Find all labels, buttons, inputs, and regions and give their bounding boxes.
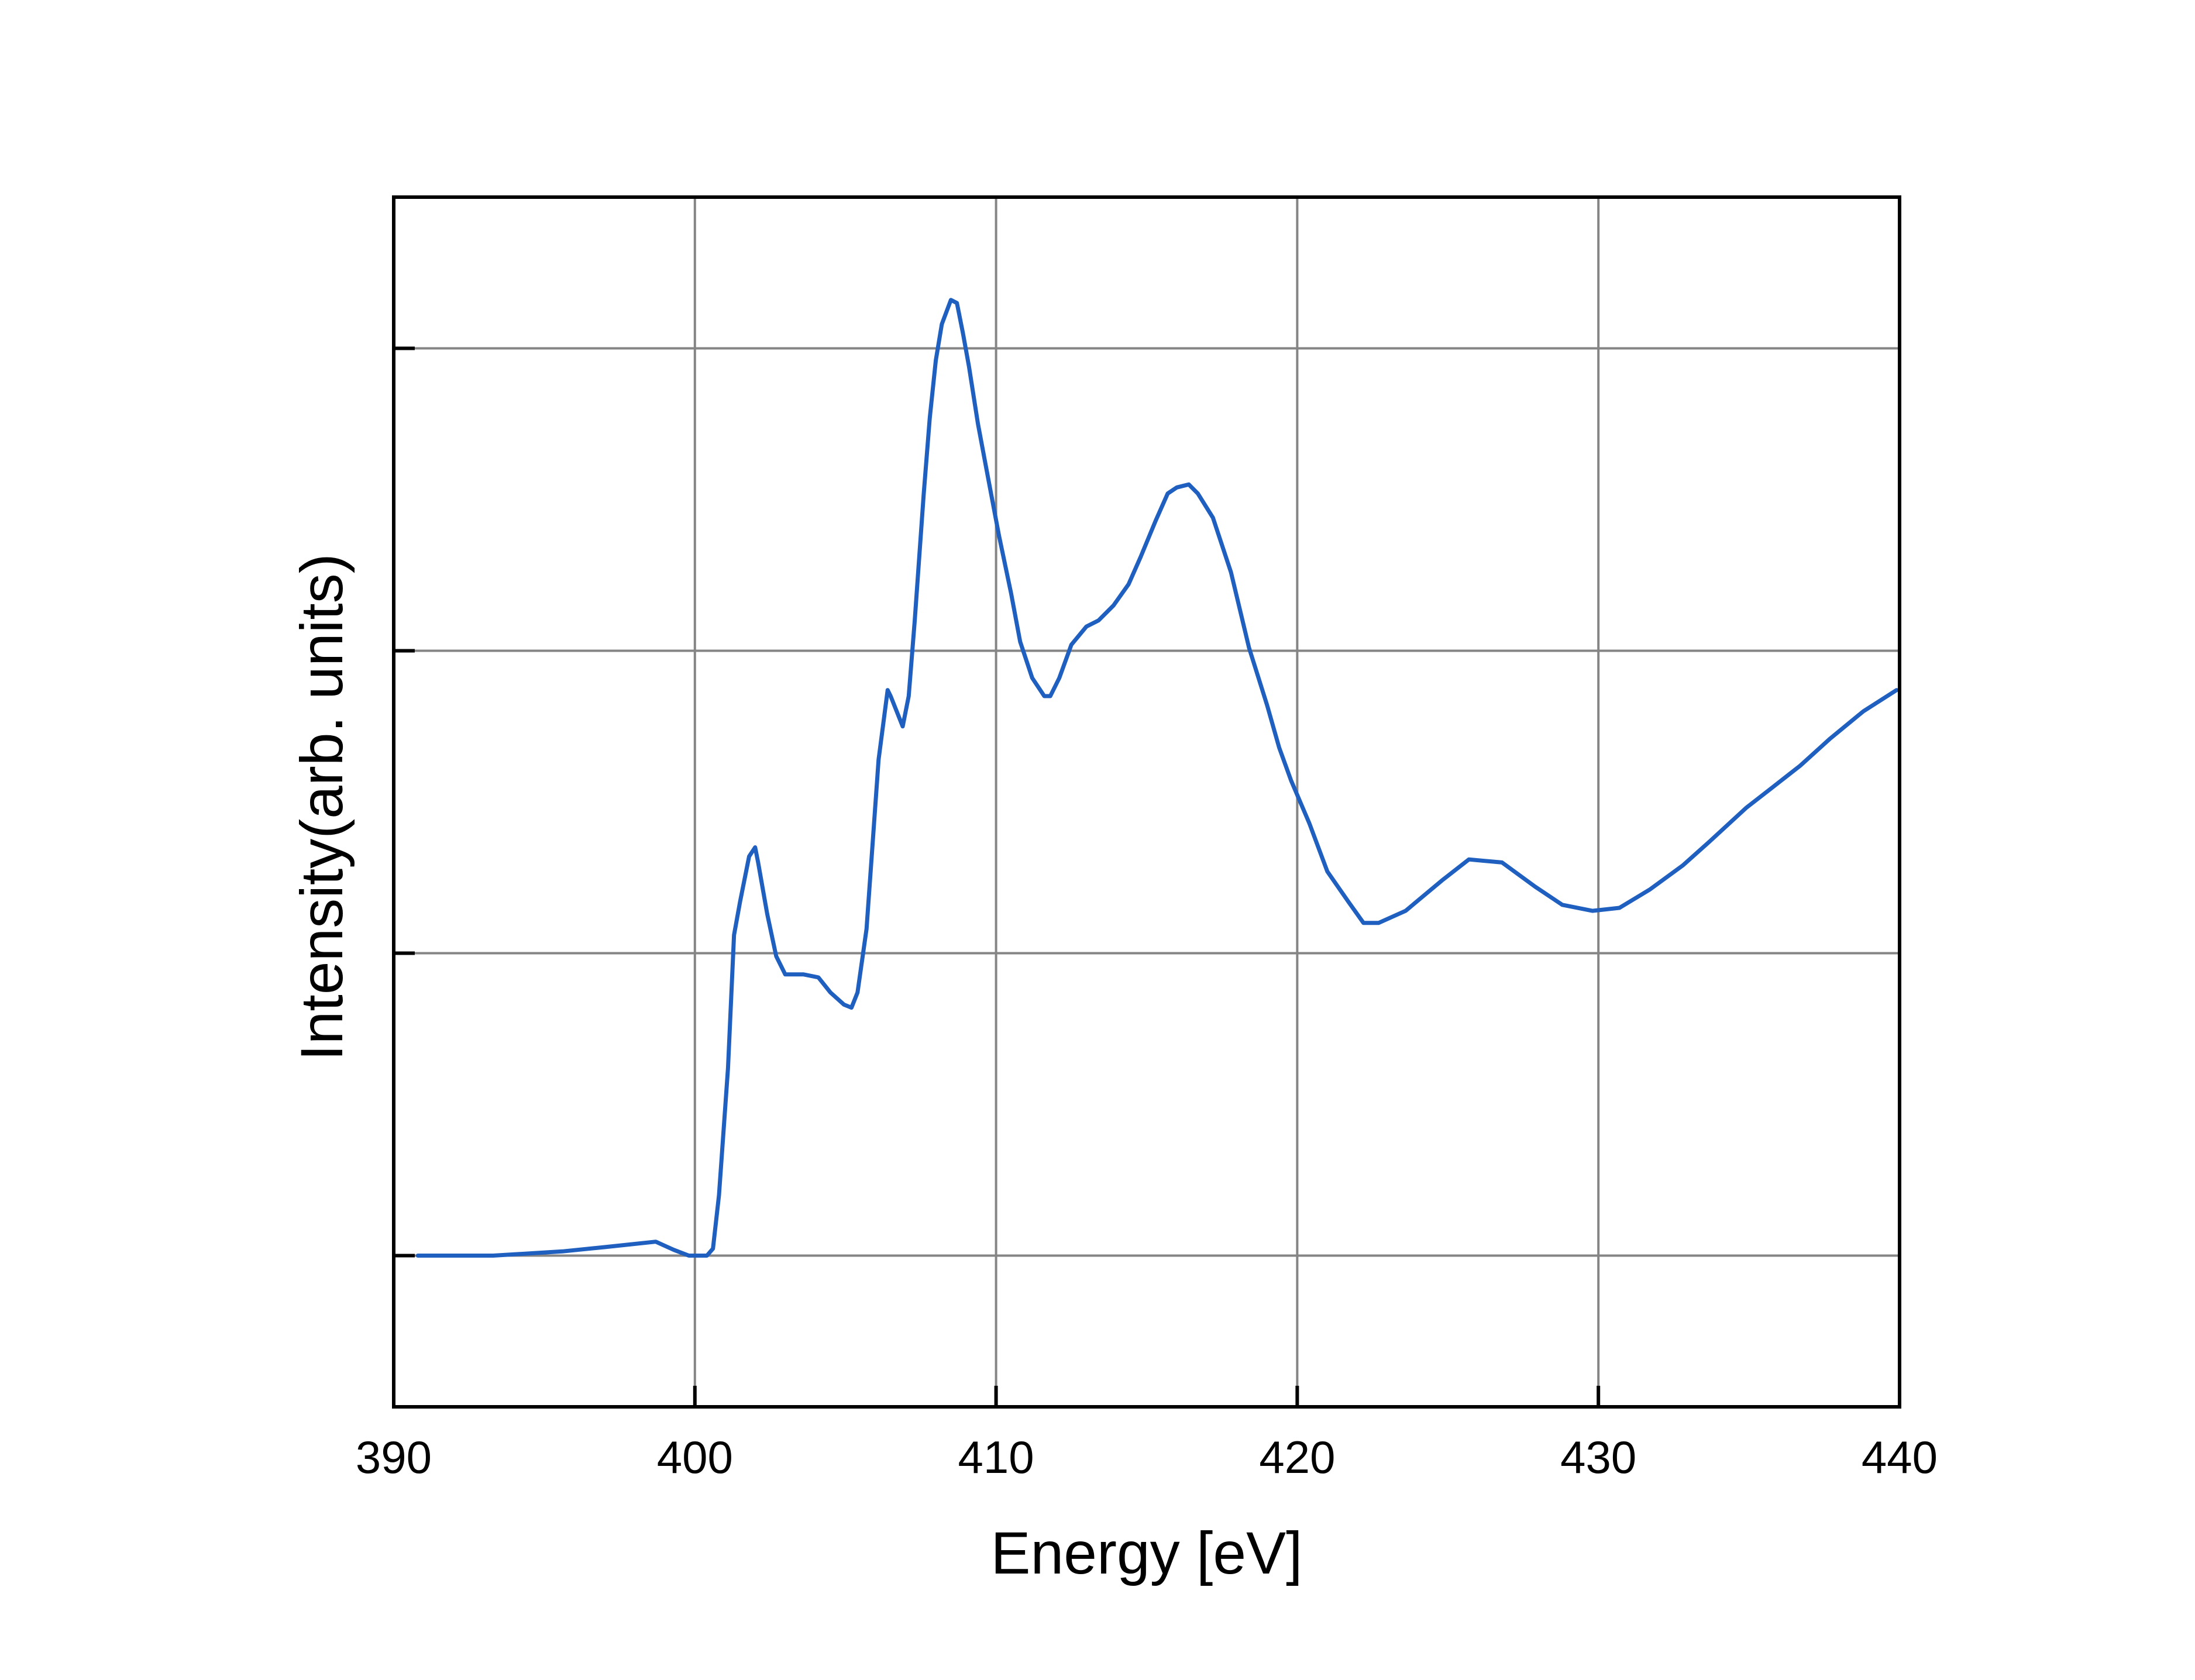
x-tick-label: 420 <box>1259 1431 1335 1483</box>
tick-labels: 390 400 410 420 430 440 <box>356 1431 1938 1483</box>
plot-frame <box>392 195 1901 1409</box>
series-line-spectrum <box>415 298 1899 1258</box>
y-axis-label: Intensity(arb. units) <box>288 553 355 1061</box>
series-layer <box>415 298 1899 1258</box>
x-tick-label: 390 <box>356 1431 432 1483</box>
x-axis-label: Energy [eV] <box>991 1520 1303 1586</box>
x-tick-label: 440 <box>1862 1431 1938 1483</box>
axis-ticks <box>392 346 1901 1407</box>
gridlines <box>394 197 1900 1407</box>
x-tick-label: 410 <box>958 1431 1034 1483</box>
x-tick-label: 400 <box>657 1431 733 1483</box>
x-tick-label: 430 <box>1560 1431 1636 1483</box>
